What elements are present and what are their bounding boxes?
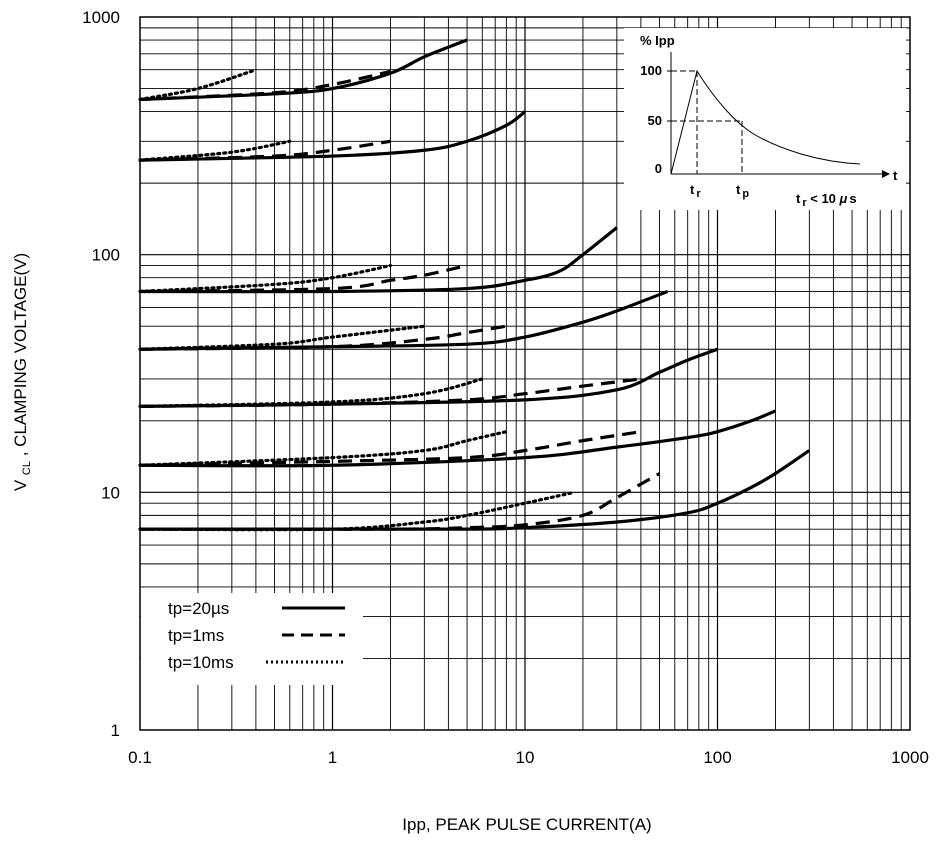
curve-dashed-4 xyxy=(139,139,391,162)
legend-label-0: tp=20µs xyxy=(168,599,229,618)
legend: tp=20µs tp=1ms tp=10ms xyxy=(141,593,363,685)
curve-dotted-17 xyxy=(138,430,508,467)
inset-ytick-50: 50 xyxy=(648,113,662,128)
y-axis-title-rest: , CLAMPING VOLTAGE(V) xyxy=(11,253,30,456)
curve-dashed-1 xyxy=(139,69,391,102)
y-tick-label: 1 xyxy=(111,721,120,740)
curve-dotted-8 xyxy=(138,263,393,294)
curve-dotted-2 xyxy=(138,68,258,102)
x-tick-label: 1000 xyxy=(891,748,929,767)
inset-ytick-0: 0 xyxy=(655,161,662,176)
curve-dotted-20 xyxy=(138,490,576,532)
x-tick-label: 1 xyxy=(328,748,337,767)
curve-dashed-19 xyxy=(139,472,661,531)
curves xyxy=(138,38,811,532)
inset-box xyxy=(624,28,906,210)
x-tick-label: 0.1 xyxy=(128,748,152,767)
y-tick-label: 10 xyxy=(101,483,120,502)
x-tick-label: 100 xyxy=(703,748,731,767)
curve-solid-6 xyxy=(139,226,618,294)
curve-solid-12 xyxy=(139,347,719,408)
curve-dashed-16 xyxy=(139,430,642,467)
curve-dotted-11 xyxy=(138,324,426,351)
inset-pulse-curve xyxy=(670,69,861,175)
y-axis-title: V CL , CLAMPING VOLTAGE(V) xyxy=(11,253,34,491)
y-axis-title-sub: CL xyxy=(21,461,33,475)
y-tick-labels: 1 10 100 1000 xyxy=(82,8,120,740)
inset-x-arrow xyxy=(882,170,890,178)
plot-frame xyxy=(139,16,911,731)
grid xyxy=(140,17,910,730)
x-axis-title: Ipp, PEAK PULSE CURRENT(A) xyxy=(402,815,651,834)
x-tick-labels: 0.1 1 10 100 1000 xyxy=(128,748,929,767)
y-tick-label: 100 xyxy=(92,246,120,265)
curve-dashed-7 xyxy=(139,263,468,294)
y-tick-label: 1000 xyxy=(82,8,120,27)
y-axis-title-main: V xyxy=(11,479,30,491)
curve-solid-9 xyxy=(139,289,669,351)
curve-dotted-5 xyxy=(138,139,292,162)
curve-solid-15 xyxy=(139,409,777,468)
inset-t-axis: t xyxy=(893,168,898,183)
x-tick-label: 10 xyxy=(516,748,535,767)
inset-ylabel: % Ipp xyxy=(640,33,675,48)
curve-dashed-10 xyxy=(139,324,507,351)
curve-dotted-14 xyxy=(138,377,484,408)
inset-ytick-100: 100 xyxy=(640,63,662,78)
legend-label-1: tp=1ms xyxy=(168,626,224,645)
legend-label-2: tp=10ms xyxy=(168,653,234,672)
